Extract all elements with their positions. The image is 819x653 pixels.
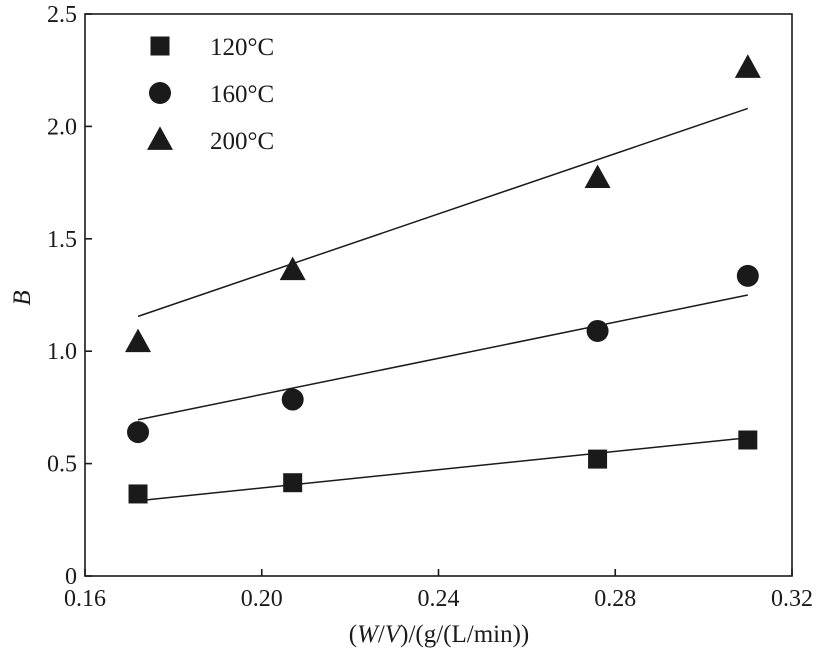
x-axis-label-slash: / [378,621,385,648]
data-point-series-1-point-0 [127,421,150,444]
x-tick-label: 0.28 [594,586,636,612]
x-axis-label: (W/V)/(g/(L/min)) [349,621,530,648]
x-tick-label: 0.24 [418,586,460,612]
data-point-series-0-point-0 [128,484,148,504]
legend-label-1: 160°C [210,81,274,108]
legend-marker-0 [150,36,170,56]
fit-lines [137,107,749,502]
data-point-series-2-point-0 [125,328,152,353]
y-tick-label: 1.5 [47,227,77,253]
x-tick-label: 0.20 [241,586,283,612]
y-tick-label: 2.0 [47,114,77,140]
data-point-series-2-point-2 [584,164,611,189]
fit-line-series-0 [137,437,748,502]
data-point-series-1-point-2 [586,319,609,342]
legend-label-2: 200°C [210,128,274,155]
legend-marker-1 [149,82,171,104]
fit-line-series-1 [137,294,748,421]
x-axis-label-rest: )/(g/(L/min)) [400,621,529,648]
x-axis-label-w: W [357,621,380,648]
x-axis-label-open: ( [349,621,357,648]
x-axis-ticks: 0.16 0.20 0.24 0.28 0.32 [64,569,813,612]
y-tick-label: 2.5 [47,2,77,28]
data-point-series-2-point-3 [734,54,761,78]
data-point-series-0-point-1 [283,473,303,493]
x-tick-label: 0.16 [64,586,106,612]
legend-label-0: 120°C [210,34,274,61]
y-tick-label: 0.5 [47,452,77,478]
y-axis-label: B [9,290,36,305]
data-markers [125,54,761,504]
legend-marker-2 [147,126,173,150]
x-tick-label: 0.32 [771,586,813,612]
plot-frame [84,13,793,577]
data-point-series-1-point-3 [736,264,759,287]
y-tick-label: 1.0 [47,339,77,365]
x-axis-label-v: V [385,621,403,648]
data-point-series-0-point-2 [588,449,608,469]
data-point-series-2-point-1 [279,256,306,281]
legend: 120°C 160°C 200°C [147,34,274,155]
y-tick-label: 0 [65,564,77,590]
data-point-series-1-point-1 [281,388,304,411]
data-point-series-0-point-3 [738,430,758,450]
fit-line-series-2 [137,107,749,318]
y-axis-ticks: 0 0.5 1.0 1.5 2.0 2.5 [47,2,92,590]
